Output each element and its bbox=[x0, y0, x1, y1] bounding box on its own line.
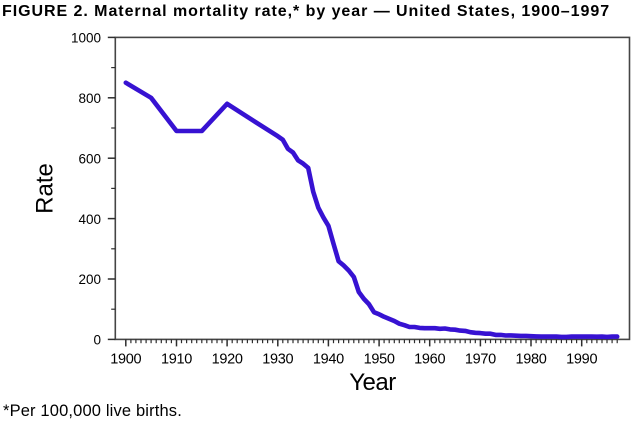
svg-text:1000: 1000 bbox=[71, 31, 101, 46]
svg-text:Year: Year bbox=[349, 369, 396, 396]
svg-text:600: 600 bbox=[78, 151, 101, 166]
svg-text:FIGURE 2. Maternal mortality r: FIGURE 2. Maternal mortality rate,* by y… bbox=[2, 3, 610, 20]
svg-text:1900: 1900 bbox=[110, 351, 141, 367]
svg-text:1910: 1910 bbox=[161, 351, 192, 367]
svg-text:1980: 1980 bbox=[515, 351, 546, 367]
svg-text:800: 800 bbox=[78, 91, 101, 106]
svg-text:1990: 1990 bbox=[566, 351, 597, 367]
svg-text:0: 0 bbox=[93, 333, 101, 348]
svg-text:400: 400 bbox=[78, 212, 101, 227]
svg-text:1970: 1970 bbox=[465, 351, 496, 367]
svg-text:*Per 100,000 live births.: *Per 100,000 live births. bbox=[3, 402, 182, 420]
svg-text:1940: 1940 bbox=[313, 351, 344, 367]
svg-text:200: 200 bbox=[78, 272, 101, 287]
svg-text:Rate: Rate bbox=[32, 163, 59, 214]
svg-text:1960: 1960 bbox=[414, 351, 445, 367]
svg-text:1920: 1920 bbox=[212, 351, 243, 367]
svg-text:1950: 1950 bbox=[364, 351, 395, 367]
svg-text:1930: 1930 bbox=[262, 351, 293, 367]
